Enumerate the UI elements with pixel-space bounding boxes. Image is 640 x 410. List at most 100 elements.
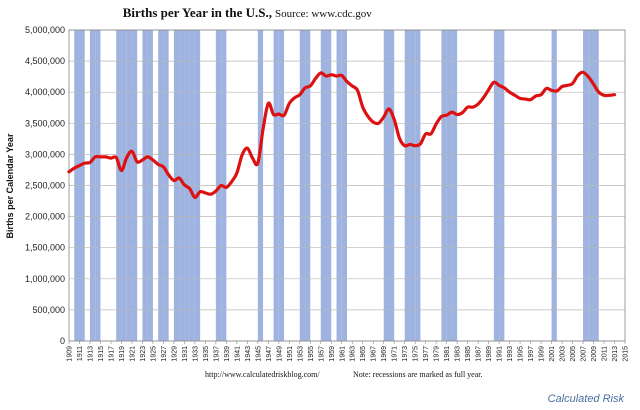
x-tick-label: 1983 [455, 346, 462, 362]
x-tick-label: 1943 [245, 346, 252, 362]
x-tick-label: 1985 [465, 346, 472, 362]
data-point-1934 [199, 190, 202, 193]
x-tick-label: 1917 [108, 346, 115, 362]
data-point-1926 [157, 163, 160, 166]
y-tick-label: 500,000 [32, 305, 65, 315]
x-tick-label: 1929 [171, 346, 178, 362]
y-tick-label: 1,500,000 [25, 243, 65, 253]
y-tick-label: 2,000,000 [25, 212, 65, 222]
data-point-1968 [377, 122, 380, 125]
data-point-2006 [576, 74, 579, 77]
x-tick-label: 1953 [297, 346, 304, 362]
x-tick-label: 2013 [612, 346, 619, 362]
y-tick-label: 1,000,000 [25, 274, 65, 284]
data-point-1929 [173, 179, 175, 182]
data-point-1996 [524, 98, 527, 100]
data-point-1933 [193, 196, 196, 199]
x-tick-label: 1925 [150, 346, 157, 362]
data-point-1948 [272, 113, 275, 116]
data-point-1921 [131, 150, 133, 153]
data-point-1923 [141, 159, 144, 161]
data-point-1972 [398, 137, 401, 140]
data-point-1922 [136, 160, 139, 163]
data-point-1950 [283, 114, 285, 117]
chart-subtitle: Source: www.cdc.gov [275, 8, 372, 20]
data-point-1939 [225, 186, 228, 189]
x-tick-label: 1961 [339, 346, 346, 362]
x-tick-label: 1911 [77, 346, 84, 361]
data-point-1938 [220, 184, 223, 187]
x-tick-label: 1913 [87, 346, 94, 362]
data-point-1966 [367, 115, 369, 118]
x-tick-label: 1909 [67, 346, 74, 362]
data-point-1962 [346, 80, 348, 83]
data-point-1978 [430, 132, 432, 135]
data-point-1985 [466, 106, 469, 109]
data-point-1990 [492, 81, 495, 84]
x-tick-label: 1965 [360, 346, 367, 362]
data-point-1924 [146, 155, 149, 158]
data-point-1954 [304, 86, 306, 89]
x-tick-label: 1919 [119, 346, 126, 362]
data-point-1913 [89, 161, 91, 164]
data-point-1935 [204, 192, 207, 194]
data-point-1967 [372, 121, 375, 123]
credit-label: Calculated Risk [548, 393, 625, 405]
data-point-1970 [388, 108, 390, 110]
data-point-1910 [73, 167, 76, 169]
data-point-1952 [293, 96, 296, 99]
x-tick-label: 1947 [266, 346, 273, 362]
x-tick-label: 1991 [497, 346, 504, 362]
x-tick-label: 1923 [140, 346, 147, 362]
y-tick-label: 0 [60, 336, 65, 346]
data-point-1947 [267, 102, 270, 105]
data-point-2012 [608, 94, 611, 97]
x-tick-label: 1915 [98, 346, 105, 362]
x-tick-label: 2007 [581, 346, 588, 362]
data-point-1931 [183, 183, 186, 186]
data-point-1945 [256, 162, 259, 165]
data-point-2008 [587, 75, 590, 78]
data-point-2011 [603, 94, 605, 97]
data-point-1925 [152, 159, 154, 161]
data-point-2009 [592, 83, 595, 86]
data-point-1981 [445, 114, 448, 117]
x-tick-label: 1955 [308, 346, 315, 362]
x-tick-label: 1995 [518, 346, 525, 362]
x-tick-label: 2005 [570, 346, 577, 362]
data-point-1960 [335, 75, 338, 77]
data-point-1998 [534, 95, 537, 97]
data-point-1993 [508, 91, 511, 94]
footnote-note: Note: recessions are marked as full year… [353, 370, 483, 379]
data-point-1955 [309, 85, 312, 87]
series-group [67, 70, 617, 199]
chart-title: Births per Year in the U.S., [123, 5, 272, 20]
x-tick-label: 1951 [287, 346, 294, 362]
data-point-2002 [555, 90, 558, 92]
data-point-1918 [115, 156, 118, 159]
x-tick-label: 1977 [423, 346, 430, 362]
data-point-1994 [513, 94, 516, 97]
data-point-1957 [319, 72, 322, 74]
data-point-1999 [540, 93, 542, 96]
data-point-1953 [298, 93, 301, 96]
x-tick-label: 1999 [539, 346, 546, 362]
x-tick-label: 1937 [213, 346, 220, 362]
x-tick-label: 1945 [255, 346, 262, 362]
y-tick-label: 5,000,000 [25, 25, 65, 35]
data-point-1951 [288, 102, 291, 105]
data-point-1971 [393, 118, 396, 121]
data-point-1995 [519, 97, 521, 100]
data-point-1975 [414, 144, 417, 147]
data-point-1912 [83, 162, 86, 165]
data-point-2007 [582, 71, 584, 74]
x-tick-label: 1963 [350, 346, 357, 362]
x-tick-label: 1979 [434, 346, 441, 362]
data-point-1969 [382, 116, 385, 118]
data-point-2004 [566, 84, 569, 87]
data-point-1964 [356, 89, 359, 92]
x-tick-label: 1969 [381, 346, 388, 362]
x-tick-label: 1921 [129, 346, 136, 362]
x-tick-label: 1967 [371, 346, 378, 362]
data-point-1936 [209, 193, 212, 196]
